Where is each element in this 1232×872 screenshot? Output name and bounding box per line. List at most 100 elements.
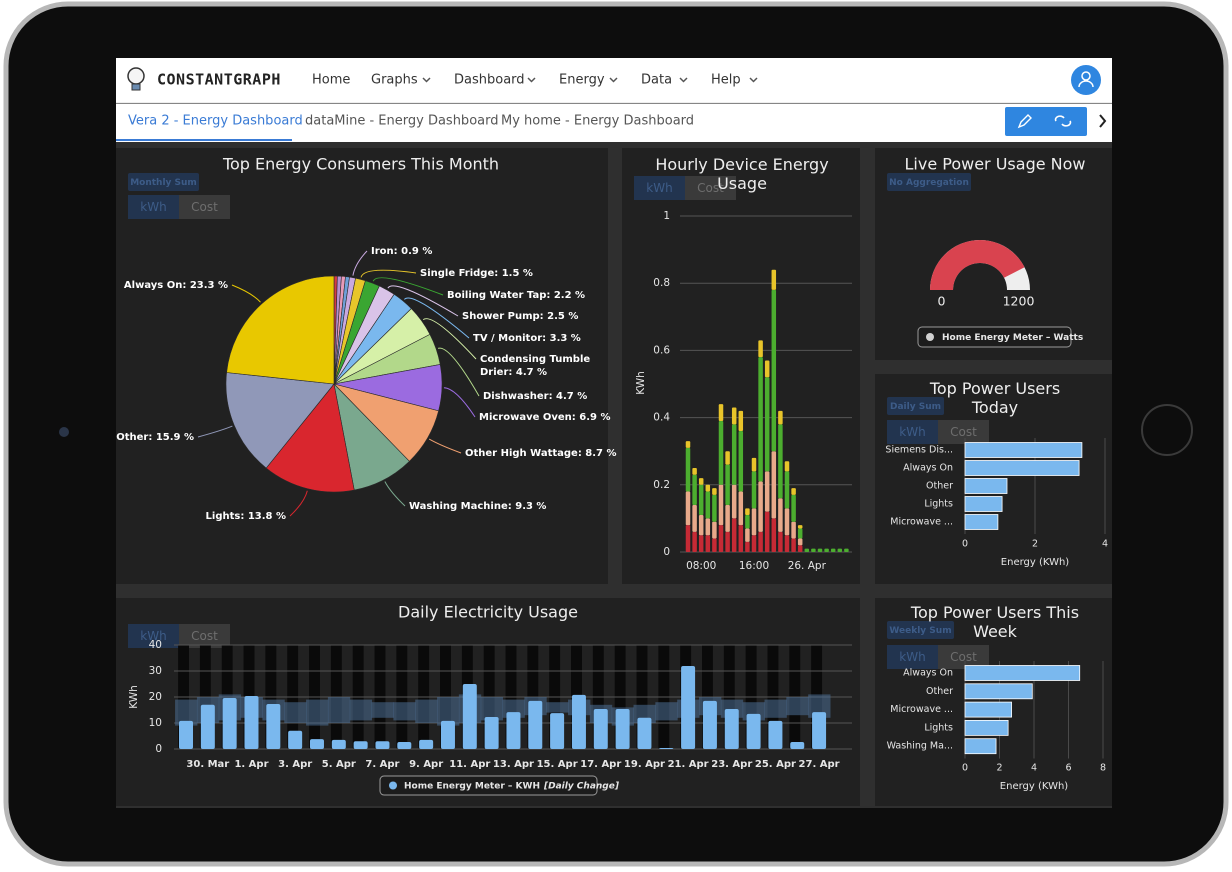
bar[interactable] [288,730,303,749]
tab[interactable]: My home - Energy Dashboard [501,114,694,129]
x-tick-label: 13. Apr [493,759,534,770]
toggle-button[interactable] [938,420,989,444]
bar-segment [764,377,770,472]
bar[interactable] [681,666,696,749]
bar[interactable] [964,460,1080,476]
bar[interactable] [353,741,368,749]
toggle-label[interactable]: kWh [140,629,166,643]
bar[interactable] [790,741,805,749]
bar[interactable] [528,700,543,749]
edit-icon[interactable] [1017,114,1032,129]
x-tick-label: 9. Apr [409,759,443,770]
bar-segment [738,431,744,492]
brand[interactable]: CONSTANTGRAPH [157,71,281,89]
toggle-label[interactable]: Cost [191,200,218,214]
tab[interactable]: dataMine - Energy Dashboard [305,114,498,129]
bar[interactable] [550,713,565,749]
data-label: Lights: 13.8 % [206,511,286,522]
bar[interactable] [506,712,521,749]
link-icon[interactable] [1054,115,1072,127]
bar-segment [725,451,730,465]
bar[interactable] [397,741,412,749]
bar[interactable] [964,701,1012,718]
bar[interactable] [571,694,586,749]
menu-item[interactable]: Data [641,73,672,88]
toggle-label[interactable]: Cost [950,425,977,439]
bar[interactable] [375,741,390,749]
data-label: Microwave Oven: 6.9 % [479,412,611,423]
bar[interactable] [964,738,997,755]
text-line: Condensing Tumble [480,354,590,365]
bar[interactable] [964,496,1003,512]
toggle-button[interactable] [685,176,736,200]
menu-item[interactable]: Home [312,73,350,88]
bar[interactable] [812,712,827,749]
pie-slice [265,383,355,493]
toggle-button[interactable] [179,195,230,219]
label-connector [372,277,444,296]
bar[interactable] [179,720,193,749]
legend-label[interactable]: Home Energy Meter – Watts [942,333,1083,343]
home-button[interactable] [1141,404,1193,456]
bar-segment [705,518,711,536]
bar[interactable] [768,720,783,749]
bar[interactable] [964,478,1008,494]
text-line: Usage [717,174,767,193]
bar[interactable] [200,704,215,749]
bar[interactable] [724,708,739,749]
label-connector [437,347,480,397]
toggle-button[interactable] [887,420,938,444]
tabs-next[interactable] [1099,114,1107,128]
toggle-label[interactable]: Cost [191,629,218,643]
bar[interactable] [593,708,608,749]
bar[interactable] [659,747,674,749]
bar[interactable] [222,698,237,749]
bar[interactable] [964,514,999,530]
toggle-label[interactable]: kWh [646,181,672,195]
data-label: Other: 15.9 % [116,432,194,443]
bar[interactable] [244,695,259,749]
menu-item[interactable]: Help [711,73,741,88]
data-label: Boiling Water Tap: 2.2 % [447,290,585,301]
legend-label[interactable]: Home Energy Meter – KWH [404,782,540,792]
bar[interactable] [419,739,434,749]
bar[interactable] [462,684,477,749]
bar[interactable] [746,713,761,749]
bar[interactable] [266,704,281,749]
chart-title: Hourly Device Energy Usage [655,155,828,193]
toggle-label[interactable]: kWh [899,650,925,664]
bar[interactable] [964,442,1083,458]
menu-item[interactable]: Dashboard [454,73,525,88]
bar[interactable] [440,720,455,749]
toggle-label[interactable]: Cost [950,650,977,664]
x-tick-label: 25. Apr [755,759,796,770]
bar[interactable] [309,739,324,749]
bar[interactable] [637,717,652,749]
bar[interactable] [964,665,1081,681]
toggle-button[interactable] [128,624,179,648]
toggle-button[interactable] [938,645,989,669]
bar[interactable] [484,717,499,749]
legend-marker [926,333,934,341]
bar-segment [698,484,704,516]
bar[interactable] [615,708,630,749]
toggle-button[interactable] [128,195,179,219]
bar[interactable] [702,700,717,749]
x-tick-label: 11. Apr [449,759,490,770]
menu-item[interactable]: Graphs [371,73,418,88]
toggle-label[interactable]: Cost [697,181,724,195]
range-band [393,702,416,721]
tab[interactable]: Vera 2 - Energy Dashboard [128,114,303,129]
bar-segment [712,521,717,539]
bar[interactable] [331,739,346,749]
toggle-button[interactable] [179,624,230,648]
toggle-button[interactable] [634,176,685,200]
edit-buttons[interactable] [1005,107,1087,136]
toggle-label[interactable]: kWh [140,200,166,214]
menu-item[interactable]: Energy [559,73,605,88]
toggle-button[interactable] [887,645,938,669]
toggle-label[interactable]: kWh [899,425,925,439]
bar[interactable] [964,720,1009,736]
bar[interactable] [964,683,1033,700]
